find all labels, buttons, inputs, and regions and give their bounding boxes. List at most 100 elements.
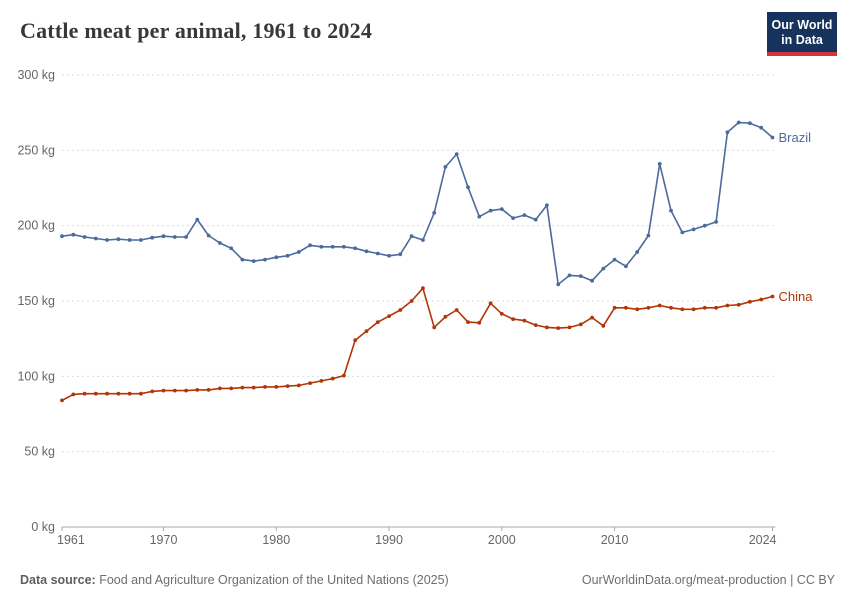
series-point-brazil	[567, 273, 572, 278]
series-point-china	[488, 301, 493, 306]
data-source-text: Food and Agriculture Organization of the…	[95, 573, 449, 587]
series-point-china	[71, 392, 76, 397]
x-tick-label: 1980	[262, 533, 290, 547]
series-point-china	[702, 305, 707, 310]
series-point-china	[82, 391, 87, 396]
y-tick-label: 200 kg	[17, 219, 55, 233]
series-point-china	[105, 391, 109, 396]
series-point-brazil	[646, 233, 651, 238]
series-point-brazil	[533, 217, 538, 222]
series-point-brazil	[556, 282, 561, 287]
series-point-brazil	[60, 234, 64, 239]
series-point-brazil	[714, 220, 718, 224]
series-point-brazil	[342, 244, 346, 249]
series-point-brazil	[71, 232, 76, 237]
series-point-brazil	[432, 211, 437, 215]
series-point-brazil	[308, 243, 312, 248]
series-point-china	[612, 305, 617, 310]
series-point-china	[296, 383, 301, 388]
series-point-brazil	[477, 214, 482, 219]
series-point-china	[409, 299, 414, 303]
series-point-brazil	[421, 238, 425, 242]
series-point-china	[285, 384, 290, 388]
series-point-china	[172, 388, 177, 393]
series-point-brazil	[319, 244, 324, 249]
series-point-brazil	[184, 235, 189, 239]
series-point-china	[150, 389, 155, 394]
series-point-china	[60, 398, 64, 403]
series-point-china	[748, 299, 752, 304]
series-point-brazil	[488, 208, 493, 213]
series-point-brazil	[387, 253, 391, 258]
y-tick-label: 300 kg	[17, 68, 55, 82]
series-point-brazil	[669, 208, 673, 213]
series-point-brazil	[82, 235, 87, 239]
series-point-brazil	[759, 125, 764, 130]
series-point-brazil	[748, 121, 752, 126]
series-point-china	[251, 385, 256, 390]
series-label-china: China	[779, 289, 814, 304]
series-point-brazil	[274, 255, 279, 260]
y-tick-label: 250 kg	[17, 143, 55, 157]
series-point-brazil	[725, 130, 730, 135]
series-point-china	[274, 385, 279, 389]
series-point-brazil	[218, 241, 222, 245]
series-point-china	[195, 388, 200, 392]
series-point-china	[624, 305, 628, 310]
series-point-china	[545, 325, 549, 330]
series-point-brazil	[296, 250, 301, 254]
series-point-brazil	[702, 223, 707, 228]
x-tick-label: 1961	[57, 533, 85, 547]
series-point-china	[691, 307, 696, 312]
series-point-brazil	[590, 278, 594, 283]
series-point-china	[454, 308, 459, 312]
page-title: Cattle meat per animal, 1961 to 2024	[20, 18, 373, 43]
series-point-brazil	[398, 252, 403, 257]
chart-svg: 0 kg 50 kg 100 kg 150 kg 200 kg 250 kg 300 kg 1…	[17, 68, 814, 547]
series-point-china	[330, 376, 335, 381]
series-point-china	[499, 311, 504, 316]
series-point-china	[556, 326, 561, 330]
series-point-china	[263, 385, 267, 389]
y-tick-label: 50 kg	[24, 445, 55, 459]
series-point-china	[432, 325, 437, 330]
series-point-china	[522, 318, 527, 323]
series-point-brazil	[612, 257, 617, 262]
series-point-brazil	[522, 213, 527, 218]
series-point-brazil	[511, 216, 515, 221]
x-tick-label: 2000	[488, 533, 516, 547]
series-point-brazil	[499, 207, 504, 212]
series-point-brazil	[545, 203, 549, 208]
series-point-china	[364, 329, 369, 333]
series-point-china	[578, 322, 583, 327]
series-point-brazil	[601, 266, 606, 271]
series-point-brazil	[161, 234, 166, 239]
owid-logo[interactable]: Our World in Data	[767, 12, 837, 56]
series-line-china	[61, 287, 773, 402]
series-point-china	[590, 315, 594, 320]
series-point-china	[240, 385, 245, 390]
series-label-brazil: Brazil	[779, 130, 812, 145]
owid-logo-line2: in Data	[781, 33, 823, 47]
series-point-brazil	[251, 259, 256, 263]
series-point-china	[184, 388, 189, 393]
series-point-brazil	[691, 227, 696, 232]
series-point-china	[725, 303, 730, 308]
series-point-brazil	[736, 120, 741, 125]
series-point-china	[635, 307, 640, 312]
series-line-brazil	[61, 121, 774, 286]
chart-area: 0 kg 50 kg 100 kg 150 kg 200 kg 250 kg 300 kg 1…	[17, 68, 814, 547]
series-point-china	[319, 379, 324, 383]
series-point-brazil	[770, 135, 775, 140]
license-link[interactable]: OurWorldinData.org/meat-production | CC …	[581, 573, 835, 587]
chart-footer: Data source: Food and Agriculture Organi…	[20, 573, 835, 587]
series-point-china	[736, 302, 741, 307]
series-point-brazil	[285, 253, 290, 258]
series-point-china	[421, 286, 425, 291]
series-point-china	[657, 303, 662, 308]
series-point-china	[398, 308, 403, 312]
x-tick-label: 2010	[601, 533, 629, 547]
series-point-china	[669, 305, 673, 310]
series-point-china	[93, 391, 98, 396]
series-point-china	[443, 314, 448, 319]
